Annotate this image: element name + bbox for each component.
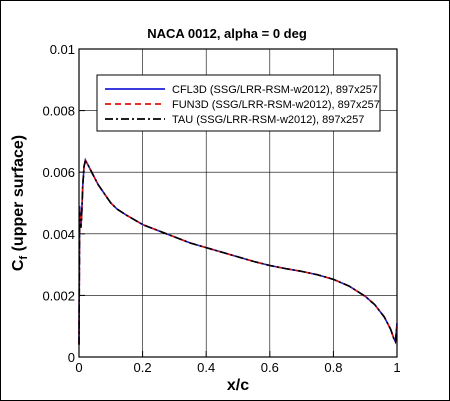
ticks: 0 0.2 0.4 0.6 0.8 1 0 0.002 0.004 0.006 0.008 0.01 bbox=[42, 42, 400, 375]
y-tick-label: 0.008 bbox=[42, 104, 75, 119]
x-tick-label: 1 bbox=[393, 360, 400, 375]
y-tick-label: 0.004 bbox=[42, 227, 75, 242]
y-axis-label-subscript: f bbox=[18, 256, 30, 260]
y-axis-label-rest: (upper surface) bbox=[10, 135, 27, 256]
series-group bbox=[78, 157, 398, 345]
y-tick-label: 0.002 bbox=[42, 288, 75, 303]
series-line-1 bbox=[78, 157, 398, 345]
plot-area-border bbox=[78, 48, 398, 358]
x-axis-label: x/c bbox=[227, 377, 249, 394]
legend-label-2: FUN3D (SSG/LRR-RSM-w2012), 897x257 bbox=[172, 99, 380, 111]
x-tick-label: 0 bbox=[75, 360, 82, 375]
y-axis-label: Cf (upper surface) bbox=[10, 135, 30, 271]
legend-box bbox=[96, 74, 381, 132]
series-line-2 bbox=[78, 158, 398, 345]
x-tick-label: 0.2 bbox=[134, 360, 152, 375]
y-tick-label: 0.006 bbox=[42, 165, 75, 180]
chart-title: NACA 0012, alpha = 0 deg bbox=[147, 26, 307, 41]
series-line-3 bbox=[78, 159, 398, 345]
legend: CFL3D (SSG/LRR-RSM-w2012), 897x257 FUN3D … bbox=[96, 74, 381, 132]
legend-label-3: TAU (SSG/LRR-RSM-w2012), 897x257 bbox=[172, 114, 364, 126]
y-tick-label: 0 bbox=[68, 350, 75, 365]
x-tick-label: 0.6 bbox=[261, 360, 279, 375]
y-axis-label-main: C bbox=[10, 259, 27, 271]
y-tick-label: 0.01 bbox=[50, 42, 75, 57]
x-tick-label: 0.4 bbox=[197, 360, 215, 375]
x-tick-label: 0.8 bbox=[324, 360, 342, 375]
legend-label-1: CFL3D (SSG/LRR-RSM-w2012), 897x257 bbox=[172, 84, 378, 96]
